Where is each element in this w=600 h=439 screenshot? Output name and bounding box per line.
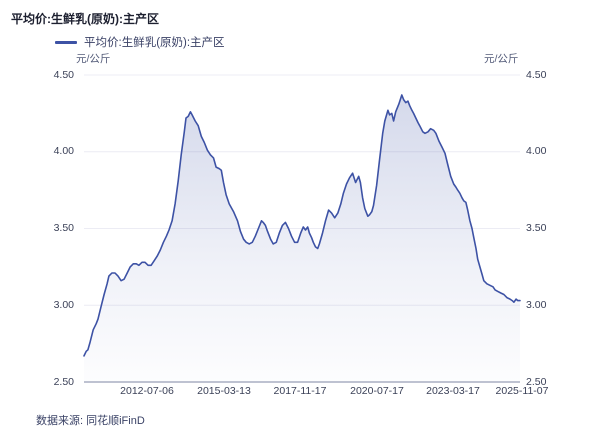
x-axis-tick-label: 2025-11-07 xyxy=(495,385,549,397)
y-axis-tick-label: 4.00 xyxy=(526,145,547,158)
y-axis-unit-left: 元/公斤 xyxy=(76,53,111,65)
y-axis-tick-label: 3.00 xyxy=(526,298,547,311)
series-line xyxy=(83,94,521,357)
y-axis-tick-label: 2.50 xyxy=(53,375,74,388)
x-axis-tick-label: 2015-03-13 xyxy=(197,385,251,397)
y-axis-unit-right: 元/公斤 xyxy=(484,53,519,65)
series-area-fill xyxy=(84,95,520,382)
x-axis-tick-label: 2023-03-17 xyxy=(426,385,480,397)
legend-label: 平均价:生鲜乳(原奶):主产区 xyxy=(84,37,225,49)
y-axis-tick-label: 4.00 xyxy=(53,145,74,158)
legend-line-icon xyxy=(55,40,77,44)
x-axis-tick-label: 2012-07-06 xyxy=(120,385,174,397)
x-axis-tick-label: 2017-11-17 xyxy=(273,385,327,397)
data-source-note: 数据来源: 同花顺iFinD xyxy=(36,415,145,427)
chart-title: 平均价:生鲜乳(原奶):主产区 xyxy=(11,12,159,26)
y-axis-tick-label: 4.50 xyxy=(53,68,74,81)
y-axis-tick-label: 2.50 xyxy=(526,375,547,388)
legend-item-series[interactable]: 平均价:生鲜乳(原奶):主产区 xyxy=(55,34,225,50)
y-axis-tick-label: 4.50 xyxy=(526,68,547,81)
x-axis-tick-label: 2020-07-17 xyxy=(350,385,404,397)
y-axis-tick-label: 3.50 xyxy=(53,222,74,234)
y-axis-tick-label: 3.00 xyxy=(53,298,74,311)
y-axis-tick-label: 3.50 xyxy=(526,222,547,234)
